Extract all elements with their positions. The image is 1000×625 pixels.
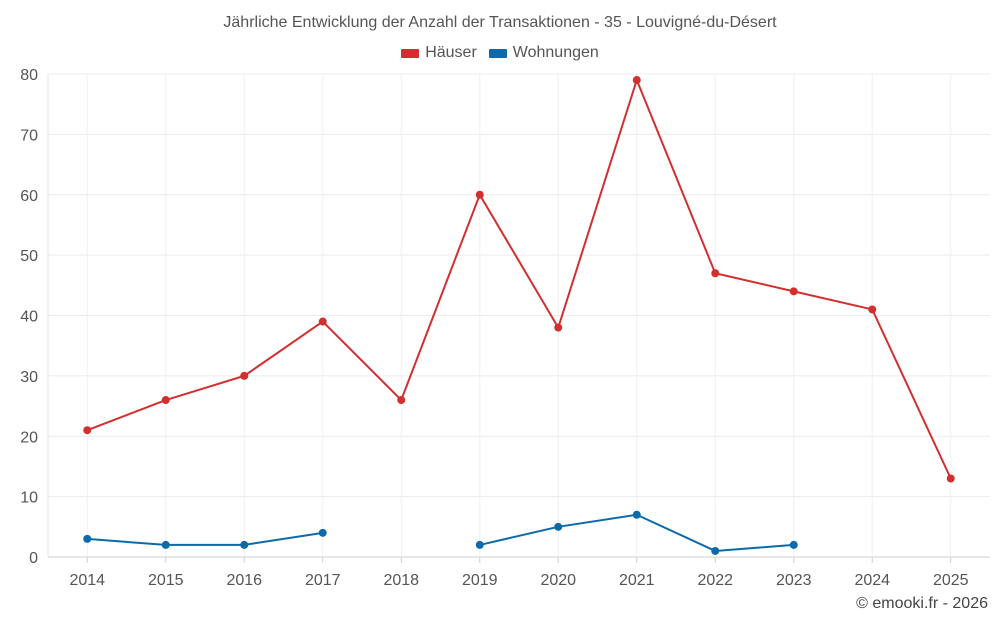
credit-text: © emooki.fr - 2026 [856,595,988,612]
data-point-haeuser [161,396,170,405]
y-tick-label: 70 [20,127,38,144]
data-point-haeuser [397,396,406,405]
y-tick-label: 0 [29,550,38,567]
data-point-wohnungen [632,510,641,519]
y-tick-label: 50 [20,248,38,265]
y-tick-label: 80 [20,67,38,84]
x-tick-label: 2025 [933,572,969,589]
data-point-wohnungen [711,546,720,555]
data-point-haeuser [475,190,484,199]
y-tick-label: 40 [20,309,38,326]
data-point-wohnungen [554,522,563,531]
legend-swatch-haeuser [401,48,420,58]
x-tick-label: 2019 [462,572,498,589]
y-tick-label: 10 [20,490,38,507]
series-line-wohnungen [87,531,323,546]
x-tick-label: 2017 [305,572,341,589]
data-point-haeuser [789,287,798,296]
y-tick-label: 20 [20,429,38,446]
data-point-haeuser [554,323,563,332]
data-point-wohnungen [318,528,327,537]
data-point-wohnungen [240,540,249,549]
x-tick-label: 2018 [383,572,419,589]
y-tick-label: 60 [20,188,38,205]
series-line-haeuser [86,79,952,479]
data-point-haeuser [240,371,249,380]
data-point-haeuser [711,269,720,278]
y-tick-label: 30 [20,369,38,386]
x-tick-label: 2024 [854,572,890,589]
x-tick-label: 2020 [540,572,576,589]
legend-item-haeuser[interactable]: Häuser [401,44,477,62]
x-tick-label: 2022 [697,572,733,589]
data-point-haeuser [83,426,92,435]
x-tick-label: 2021 [619,572,655,589]
legend-label-haeuser: Häuser [425,44,477,61]
x-tick-label: 2014 [69,572,105,589]
x-tick-label: 2023 [776,572,812,589]
x-tick-label: 2016 [226,572,262,589]
legend-item-wohnungen[interactable]: Wohnungen [488,44,599,62]
x-tick-label: 2015 [148,572,184,589]
legend-label-wohnungen: Wohnungen [512,44,599,61]
data-point-haeuser [318,317,327,326]
chart-title: Jährliche Entwicklung der Anzahl der Tra… [223,14,777,31]
data-point-wohnungen [789,540,798,549]
data-point-haeuser [632,76,641,85]
data-point-wohnungen [161,540,170,549]
data-point-wohnungen [83,534,92,543]
data-point-haeuser [868,305,877,314]
data-point-haeuser [946,474,955,483]
legend-swatch-wohnungen [488,48,507,58]
data-point-wohnungen [475,540,484,549]
legend: Häuser Wohnungen [0,44,1000,62]
